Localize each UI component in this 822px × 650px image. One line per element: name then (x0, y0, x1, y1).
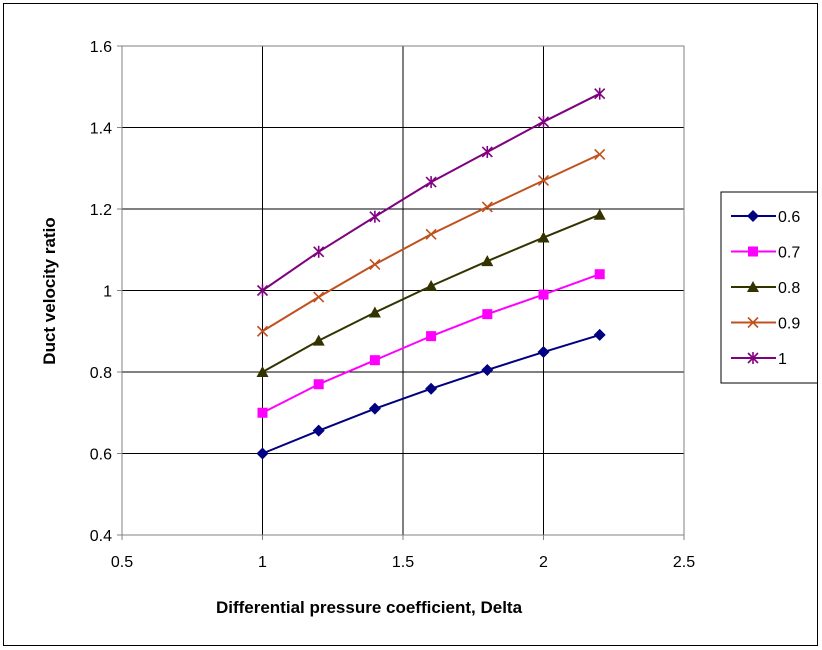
data-point (481, 145, 493, 158)
data-point (313, 245, 325, 258)
x-tick-label: 1 (258, 554, 267, 571)
y-tick-label: 0.4 (90, 528, 112, 545)
data-point (312, 334, 325, 346)
data-point (256, 284, 269, 297)
data-point (481, 255, 494, 267)
series-0.6 (256, 328, 606, 460)
data-point (481, 363, 494, 376)
series-line (261, 92, 601, 292)
legend-item: 0.7 (731, 245, 800, 262)
data-point (537, 231, 550, 243)
data-point (593, 208, 606, 220)
y-tick-label: 1.6 (90, 39, 112, 56)
data-point (538, 289, 549, 300)
y-tick-label: 0.6 (90, 447, 112, 464)
legend-marker (748, 246, 758, 257)
legend-item: 0.8 (731, 280, 800, 297)
data-point (369, 355, 380, 366)
data-point (594, 148, 606, 160)
y-tick-label: 0.8 (90, 365, 112, 382)
x-tick-label: 0.5 (111, 554, 133, 571)
data-point (481, 201, 493, 213)
y-tick-label: 1.4 (90, 121, 112, 138)
data-point (425, 228, 437, 240)
x-axis-ticks: 0.5 1 1.5 2 2.5 (111, 535, 695, 571)
x-tick-label: 2.5 (673, 554, 695, 571)
line-chart: 0.5 1 1.5 2 2.5 0.4 0.6 0.8 1 1.2 1.4 1.6 Differen… (40, 39, 822, 617)
data-point (425, 176, 437, 189)
data-point (482, 309, 493, 320)
legend-marker (747, 281, 759, 292)
data-point (594, 87, 606, 100)
data-point (313, 291, 325, 303)
data-point (537, 346, 550, 359)
y-axis-title: Duct velocity ratio (40, 217, 59, 364)
data-point (426, 331, 437, 342)
data-point (369, 210, 381, 223)
series-layer (256, 87, 606, 460)
legend-label: 1 (778, 351, 787, 368)
y-axis-ticks: 0.4 0.6 0.8 1 1.2 1.4 1.6 (90, 39, 122, 545)
series-0.7 (257, 269, 605, 418)
x-tick-label: 2 (539, 554, 548, 571)
legend-label: 0.7 (778, 245, 800, 262)
data-point (537, 174, 550, 187)
legend-label: 0.9 (778, 316, 800, 333)
data-point (537, 115, 550, 128)
legend-marker (747, 352, 759, 364)
data-point (256, 366, 269, 377)
data-point (256, 325, 269, 337)
series-0.9 (256, 148, 606, 337)
y-tick-label: 1.2 (90, 202, 112, 219)
data-point (313, 379, 324, 390)
x-tick-label: 1.5 (392, 554, 414, 571)
legend-marker (747, 210, 759, 222)
data-point (425, 280, 438, 292)
gridlines (122, 46, 684, 535)
data-point (369, 258, 381, 270)
data-point (594, 269, 605, 280)
legend-item: 0.9 (731, 316, 800, 333)
data-point (593, 328, 606, 341)
legend: 0.6 0.7 0.8 0.9 1 (720, 191, 822, 384)
x-axis-title: Differential pressure coefficient, Delta (216, 598, 523, 617)
legend-label: 0.6 (778, 209, 800, 226)
data-point (256, 447, 269, 460)
data-point (257, 407, 268, 418)
legend-marker (747, 316, 759, 329)
data-point (368, 306, 381, 318)
legend-item: 0.6 (731, 209, 800, 226)
y-tick-label: 1 (103, 284, 112, 301)
data-point (425, 382, 438, 395)
legend-item: 1 (731, 351, 787, 368)
series-1 (256, 87, 606, 297)
data-point (368, 402, 381, 415)
data-point (312, 424, 325, 437)
chart-frame: 0.5 1 1.5 2 2.5 0.4 0.6 0.8 1 1.2 1.4 1.6 Differen… (3, 3, 822, 646)
series-0.8 (256, 208, 606, 377)
legend-label: 0.8 (778, 280, 800, 297)
